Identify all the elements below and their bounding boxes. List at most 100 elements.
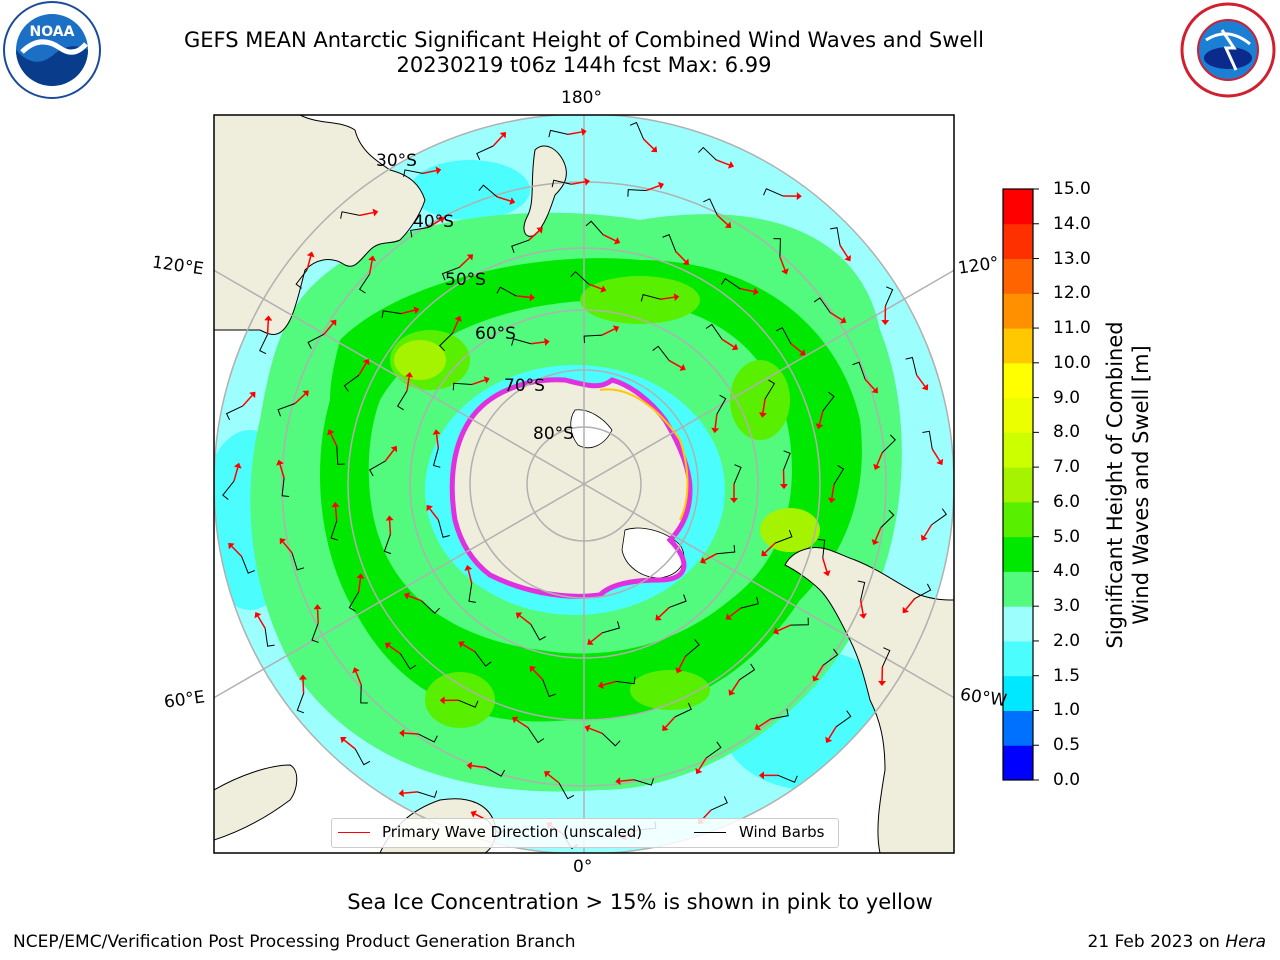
wave-direction-arrow [357, 578, 362, 593]
colorbar [1003, 188, 1039, 781]
wind-barb [773, 238, 781, 257]
legend-wind-barbs-swatch [694, 832, 726, 833]
colorbar-segment [1003, 745, 1033, 781]
vector-field [222, 121, 948, 850]
wave-direction-arrowhead [844, 255, 852, 262]
colorbar-segment [1003, 328, 1033, 364]
wave-direction-arrow [422, 169, 437, 175]
wave-direction-arrow [406, 376, 410, 391]
nws-logo [1180, 2, 1276, 98]
colorbar-tick-label: 7.0 [1053, 457, 1081, 478]
wind-barb [774, 529, 793, 544]
wave-direction-arrowhead [384, 642, 392, 650]
wind-barb [468, 583, 476, 603]
wave-direction-arrow [343, 739, 356, 750]
wave-direction-arrowhead [306, 251, 315, 258]
colorbar-tick-label: 9.0 [1053, 387, 1081, 408]
wind-barb [716, 545, 736, 555]
wave-direction-arrowhead [352, 667, 360, 674]
wave-direction-arrow [758, 718, 771, 728]
wind-barb [720, 278, 741, 290]
wave-direction-arrow [567, 131, 582, 136]
wind-barb [790, 617, 809, 626]
wave-direction-arrow [777, 624, 791, 632]
svg-text:NOAA: NOAA [30, 24, 75, 40]
wave-direction-arrowhead [682, 258, 690, 265]
wave-direction-arrowhead [650, 145, 658, 153]
wind-barb [551, 179, 572, 188]
wave-direction-arrow [403, 791, 418, 794]
wave-direction-arrowhead [372, 208, 379, 217]
wind-barb [277, 403, 296, 417]
wave-direction-arrowhead [881, 320, 890, 326]
wind-barb [330, 520, 338, 541]
wave-direction-arrow [266, 320, 270, 335]
wave-direction-arrow [408, 595, 422, 602]
colorbar-tick-label: 4.0 [1053, 561, 1081, 582]
wind-barb [880, 509, 895, 529]
wind-barb [438, 332, 454, 352]
wind-barb [264, 628, 275, 647]
lat-label-60s: 60°S [475, 324, 516, 344]
wind-barb [291, 552, 305, 571]
wave-direction-arrowhead [249, 391, 256, 399]
wave-direction-arrow [602, 234, 617, 242]
wind-barb [558, 782, 575, 800]
lat-label-50s: 50°S [445, 270, 486, 290]
wave-direction-arrow [829, 312, 843, 321]
wind-barb [652, 345, 670, 361]
wave-direction-arrowhead [758, 412, 767, 418]
wave-direction-arrowhead [458, 641, 465, 648]
wind-barb [857, 580, 866, 601]
wind-barb [527, 727, 545, 744]
wave-direction-arrowhead [581, 127, 587, 136]
wind-barb [733, 464, 742, 485]
wave-direction-arrowhead [466, 254, 474, 261]
wave-direction-arrowhead [529, 665, 536, 673]
wind-barb [905, 356, 918, 376]
wave-direction-arrowhead [426, 504, 433, 512]
wave-direction-arrow [601, 328, 615, 336]
wind-barb [358, 273, 370, 294]
wind-barb [775, 326, 792, 344]
wave-direction-arrowhead [529, 293, 535, 302]
wave-direction-arrow [729, 607, 742, 618]
wave-direction-arrow [602, 680, 617, 686]
wind-barb [403, 169, 423, 177]
colorbar-tick-label: 13.0 [1053, 248, 1091, 269]
colorbar-segment [1003, 362, 1033, 399]
wave-direction-arrowhead [432, 429, 441, 435]
wave-direction-arrow [355, 671, 362, 686]
wind-barb [740, 596, 759, 609]
footer-date: 21 Feb 2023 on Hera [1088, 932, 1266, 952]
wave-direction-arrowhead [399, 729, 405, 738]
colorbar-segment [1003, 501, 1033, 538]
wind-barb [354, 748, 371, 766]
wind-barb [763, 188, 784, 197]
wave-direction-arrowhead [613, 237, 621, 245]
wind-barb [311, 622, 319, 643]
wave-direction-arrow [458, 257, 471, 268]
wave-direction-arrowhead [385, 515, 394, 521]
wave-direction-arrow [330, 433, 338, 447]
wind-barb [296, 693, 305, 714]
wind-barb [476, 145, 494, 161]
wave-direction-arrow [698, 757, 707, 771]
footer-host: Hera [1225, 932, 1266, 952]
wave-direction-arrowhead [796, 192, 802, 201]
wind-barb [852, 361, 866, 380]
wave-direction-arrowhead [679, 363, 686, 371]
wave-direction-arrowhead [413, 306, 420, 315]
wave-direction-arrow [864, 378, 876, 391]
wave-direction-arrow [588, 283, 602, 290]
wind-barb [417, 733, 438, 743]
wave-direction-arrow [231, 545, 243, 557]
wave-direction-arrow [923, 524, 933, 538]
colorbar-tick-label: 15.0 [1053, 179, 1091, 199]
colorbar-segment [1003, 293, 1033, 329]
wave-direction-arrow [660, 296, 675, 300]
wave-direction-arrowhead [779, 483, 788, 490]
wind-barb [396, 390, 408, 411]
wave-direction-arrowhead [331, 501, 340, 508]
